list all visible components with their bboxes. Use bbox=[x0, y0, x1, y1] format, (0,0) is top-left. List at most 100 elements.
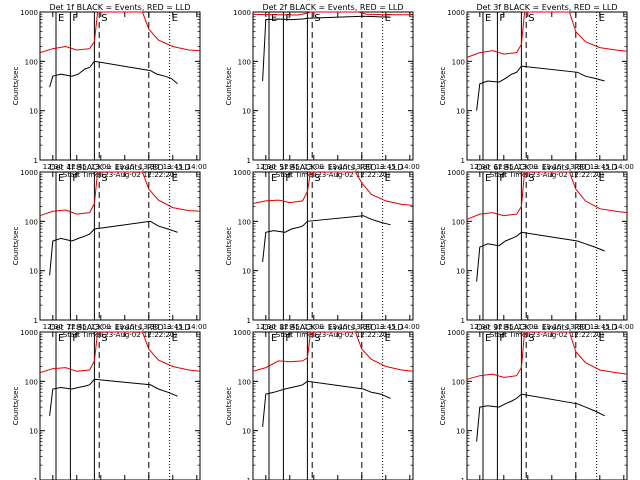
y-tick-label: 1 bbox=[34, 157, 38, 165]
plot-frame bbox=[466, 171, 628, 321]
y-tick-label: 10 bbox=[456, 428, 465, 436]
time-marker-label: F bbox=[285, 13, 291, 24]
y-axis-label: Counts/sec bbox=[439, 67, 447, 106]
y-tick-label: 1000 bbox=[20, 9, 38, 17]
x-tick-label: 13:00 bbox=[518, 323, 538, 331]
x-tick-label: 13:00 bbox=[518, 163, 538, 171]
panel-det-1: Det 1f BLACK = Events, RED = LLD 1 10 100 10… bbox=[12, 3, 207, 179]
panel-det-9: Det 9f BLACK = Events, RED = LLD 1 10 100 10… bbox=[439, 323, 628, 480]
panel-title: Det 2f BLACK = Events, RED = LLD bbox=[262, 3, 403, 12]
time-marker-label: F bbox=[285, 333, 291, 344]
panel-det-3: Det 3f BLACK = Events, RED = LLD 1 10 100 10… bbox=[439, 3, 634, 179]
time-marker-label: F bbox=[285, 173, 291, 184]
y-tick-label: 1000 bbox=[233, 169, 251, 177]
time-marker-label: E bbox=[58, 173, 64, 184]
x-tick-label: 13:45 bbox=[590, 163, 610, 171]
time-marker-label: F bbox=[72, 333, 78, 344]
x-tick-label: 13:15 bbox=[328, 163, 348, 171]
lld-series-line bbox=[252, 331, 414, 372]
x-tick-label: 14:00 bbox=[614, 163, 634, 171]
time-marker-label: S bbox=[101, 333, 107, 344]
y-tick-label: 100 bbox=[238, 218, 251, 226]
time-marker-label: S bbox=[528, 333, 534, 344]
panel-title: Det 9f BLACK = Events, RED = LLD bbox=[476, 323, 617, 332]
x-tick-label: 13:45 bbox=[163, 323, 183, 331]
y-tick-label: 10 bbox=[456, 108, 465, 116]
x-tick-label: 13:45 bbox=[376, 163, 396, 171]
y-tick-label: 1 bbox=[461, 157, 465, 165]
panel-title: Det 3f BLACK = Events, RED = LLD bbox=[476, 3, 617, 12]
y-tick-label: 100 bbox=[25, 218, 38, 226]
lld-series-line bbox=[39, 331, 201, 374]
x-axis-label: Start Time (23-Aug-02 12:22:20) bbox=[276, 171, 390, 179]
x-tick-label: 13:00 bbox=[91, 163, 111, 171]
lld-series-line bbox=[466, 331, 628, 380]
panel-det-7: Det 7f BLACK = Events, RED = LLD 1 10 100 10… bbox=[12, 323, 201, 480]
y-axis-label: Counts/sec bbox=[439, 227, 447, 266]
x-tick-label: 12:45 bbox=[494, 163, 514, 171]
x-tick-label: 14:00 bbox=[400, 163, 420, 171]
time-marker-label: E bbox=[385, 13, 391, 24]
y-tick-label: 1000 bbox=[447, 169, 465, 177]
time-marker-label: E bbox=[271, 333, 277, 344]
events-series-line bbox=[262, 380, 391, 427]
y-axis-label: Counts/sec bbox=[225, 387, 233, 426]
time-marker-label: S bbox=[314, 173, 320, 184]
y-tick-label: 100 bbox=[238, 58, 251, 66]
x-tick-label: 13:15 bbox=[328, 323, 348, 331]
events-series-line bbox=[49, 378, 178, 416]
panel-title: Det 4f BLACK = Events, RED = LLD bbox=[49, 163, 190, 172]
x-axis-label: Start Time (23-Aug-02 12:22:20) bbox=[490, 171, 604, 179]
x-tick-label: 13:15 bbox=[115, 323, 135, 331]
y-tick-label: 10 bbox=[242, 108, 251, 116]
y-axis-label: Counts/sec bbox=[225, 67, 233, 106]
x-tick-label: 13:00 bbox=[304, 323, 324, 331]
x-tick-label: 13:00 bbox=[304, 163, 324, 171]
time-marker-label: E bbox=[271, 173, 277, 184]
time-marker-label: E bbox=[58, 13, 64, 24]
plot-frame bbox=[466, 11, 628, 161]
lld-series-line bbox=[252, 11, 413, 16]
x-tick-label: 12:45 bbox=[67, 323, 87, 331]
time-marker-label: S bbox=[101, 13, 107, 24]
x-axis-label: Start Time (23-Aug-02 12:22:20) bbox=[63, 331, 177, 339]
y-axis-label: Counts/sec bbox=[439, 387, 447, 426]
events-series-line bbox=[476, 231, 605, 282]
y-tick-label: 1000 bbox=[20, 169, 38, 177]
time-marker-label: S bbox=[314, 333, 320, 344]
y-axis-label: Counts/sec bbox=[12, 67, 20, 106]
x-tick-label: 13:30 bbox=[566, 323, 586, 331]
y-tick-label: 1 bbox=[34, 477, 38, 480]
panel-title: Det 8f BLACK = Events, RED = LLD bbox=[262, 323, 403, 332]
x-axis-label: Start Time (23-Aug-02 12:22:20) bbox=[490, 331, 604, 339]
y-tick-label: 1 bbox=[34, 317, 38, 325]
events-series-line bbox=[49, 60, 178, 88]
x-tick-label: 12:30 bbox=[470, 323, 490, 331]
events-series-line bbox=[476, 393, 605, 442]
lld-series-line bbox=[466, 11, 628, 58]
panel-title: Det 5f BLACK = Events, RED = LLD bbox=[262, 163, 403, 172]
events-series-line bbox=[49, 220, 178, 276]
time-marker-label: S bbox=[314, 13, 320, 24]
events-series-line bbox=[262, 15, 391, 82]
y-tick-label: 100 bbox=[25, 378, 38, 386]
events-series-line bbox=[262, 215, 391, 263]
x-tick-label: 12:30 bbox=[256, 323, 276, 331]
y-tick-label: 1 bbox=[247, 477, 251, 480]
plot-frame bbox=[39, 11, 201, 161]
panel-det-4: Det 4f BLACK = Events, RED = LLD 1 10 100 10… bbox=[12, 163, 207, 339]
time-marker-label: F bbox=[72, 173, 78, 184]
x-tick-label: 12:30 bbox=[43, 323, 63, 331]
time-marker-label: F bbox=[499, 173, 505, 184]
y-tick-label: 1000 bbox=[447, 329, 465, 337]
x-tick-label: 14:00 bbox=[187, 323, 207, 331]
events-series-line bbox=[476, 65, 605, 111]
x-tick-label: 13:30 bbox=[139, 323, 159, 331]
y-tick-label: 10 bbox=[456, 268, 465, 276]
x-tick-label: 12:45 bbox=[494, 323, 514, 331]
lld-series-line bbox=[252, 171, 414, 206]
lld-series-line bbox=[39, 11, 201, 54]
y-tick-label: 1 bbox=[461, 477, 465, 480]
time-marker-label: E bbox=[485, 173, 491, 184]
